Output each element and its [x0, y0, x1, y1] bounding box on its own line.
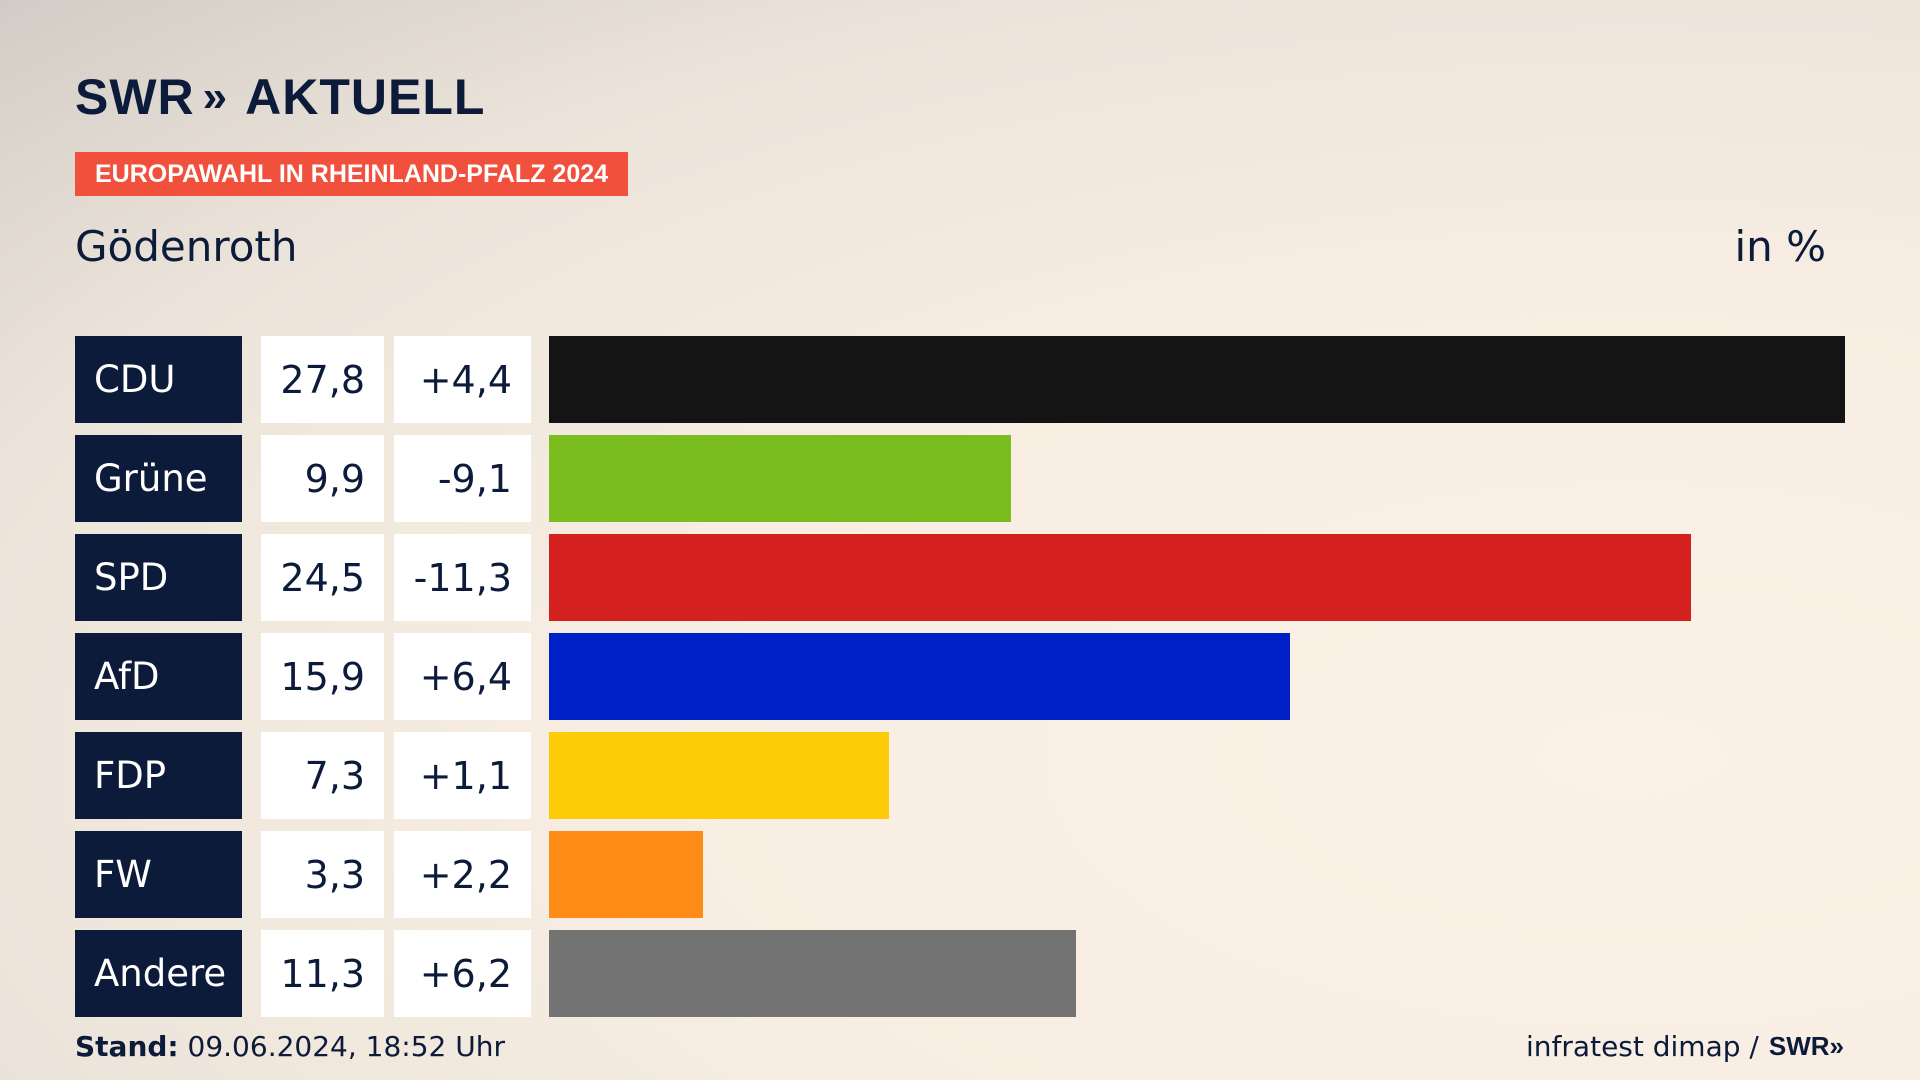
- source-text: infratest dimap /: [1526, 1030, 1759, 1063]
- change-label: -9,1: [394, 435, 531, 522]
- vote-share-label: 15,9: [261, 633, 384, 720]
- chart-row: FDP 7,3 +1,1: [75, 732, 1845, 819]
- change-label: +4,4: [394, 336, 531, 423]
- party-label: SPD: [75, 534, 242, 621]
- change-label: +6,2: [394, 930, 531, 1017]
- source-swr-text: SWR: [1768, 1031, 1830, 1061]
- source-credit: infratest dimap / SWR»: [1526, 1030, 1844, 1063]
- party-label: Andere: [75, 930, 242, 1017]
- party-label: FDP: [75, 732, 242, 819]
- vote-share-label: 7,3: [261, 732, 384, 819]
- vote-share-label: 24,5: [261, 534, 384, 621]
- stand-value: 09.06.2024, 18:52 Uhr: [187, 1030, 505, 1063]
- bar: [549, 336, 1845, 423]
- logo-swr-text: SWR: [75, 69, 195, 125]
- vote-share-label: 11,3: [261, 930, 384, 1017]
- bar: [549, 732, 890, 819]
- place-title: Gödenroth: [75, 222, 298, 271]
- chart-row: SPD 24,5 -11,3: [75, 534, 1845, 621]
- bar: [549, 435, 1011, 522]
- change-label: -11,3: [394, 534, 531, 621]
- bar: [549, 633, 1291, 720]
- party-label: Grüne: [75, 435, 242, 522]
- source-swr-logo: SWR»: [1769, 1031, 1844, 1062]
- unit-label: in %: [1734, 222, 1826, 271]
- logo-chevron-icon: »: [202, 72, 228, 121]
- timestamp: Stand: 09.06.2024, 18:52 Uhr: [75, 1030, 505, 1063]
- party-label: FW: [75, 831, 242, 918]
- chart-row: FW 3,3 +2,2: [75, 831, 1845, 918]
- change-label: +6,4: [394, 633, 531, 720]
- bar: [549, 930, 1076, 1017]
- party-label: AfD: [75, 633, 242, 720]
- chart-row: Andere 11,3 +6,2: [75, 930, 1845, 1017]
- vote-share-label: 9,9: [261, 435, 384, 522]
- election-badge: EUROPAWAHL IN RHEINLAND-PFALZ 2024: [75, 152, 629, 196]
- vote-share-label: 27,8: [261, 336, 384, 423]
- swr-aktuell-logo: SWR » AKTUELL: [75, 68, 485, 126]
- change-label: +2,2: [394, 831, 531, 918]
- stand-label: Stand:: [75, 1030, 179, 1063]
- vote-share-label: 3,3: [261, 831, 384, 918]
- chart-row: CDU 27,8 +4,4: [75, 336, 1845, 423]
- chart-row: Grüne 9,9 -9,1: [75, 435, 1845, 522]
- logo-aktuell-text: AKTUELL: [245, 69, 486, 125]
- change-label: +1,1: [394, 732, 531, 819]
- source-chevron-icon: »: [1829, 1031, 1844, 1061]
- bar: [549, 831, 703, 918]
- chart-row: AfD 15,9 +6,4: [75, 633, 1845, 720]
- party-label: CDU: [75, 336, 242, 423]
- bar: [549, 534, 1692, 621]
